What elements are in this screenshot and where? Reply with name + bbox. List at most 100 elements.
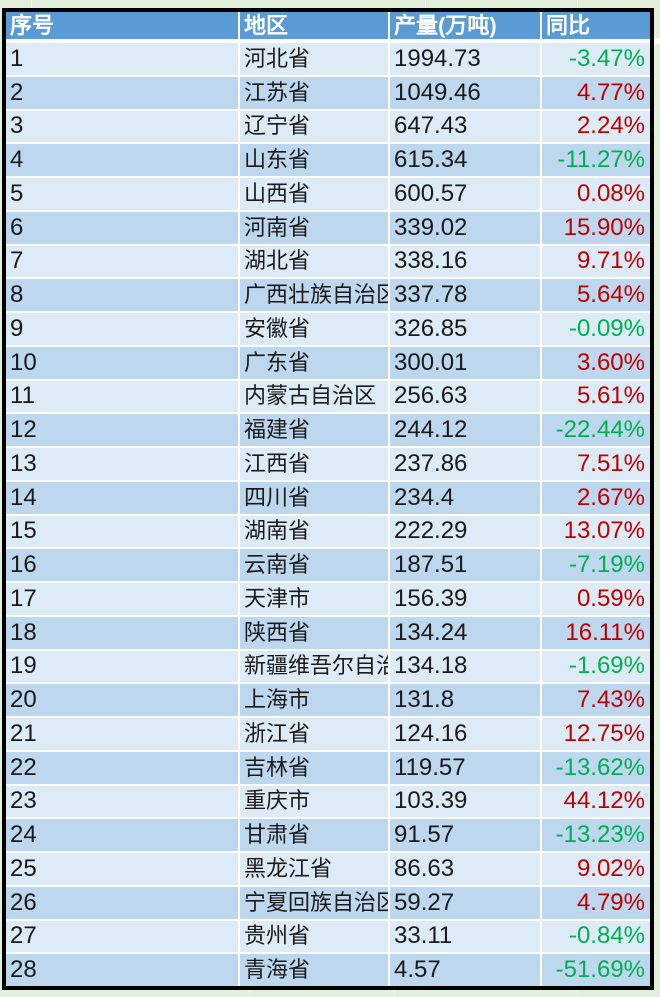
cell-production[interactable]: 86.63 (390, 853, 540, 885)
cell-production[interactable]: 326.85 (390, 313, 540, 345)
cell-region[interactable]: 天津市 (240, 583, 388, 615)
cell-region[interactable]: 黑龙江省 (240, 853, 388, 885)
cell-index[interactable]: 16 (6, 549, 238, 581)
cell-index[interactable]: 5 (6, 178, 238, 210)
cell-region[interactable]: 青海省 (240, 954, 388, 986)
cell-production[interactable]: 103.39 (390, 785, 540, 818)
header-cell-production[interactable]: 产量(万吨) (390, 12, 540, 39)
cell-yoy[interactable]: 0.59% (542, 583, 650, 615)
cell-production[interactable]: 647.43 (390, 110, 540, 143)
cell-yoy[interactable]: -0.84% (542, 920, 650, 953)
cell-index[interactable]: 26 (6, 886, 238, 919)
cell-yoy[interactable]: 4.77% (542, 76, 650, 109)
cell-index[interactable]: 17 (6, 583, 238, 615)
cell-index[interactable]: 14 (6, 481, 238, 514)
cell-region[interactable]: 内蒙古自治区 (240, 380, 388, 413)
cell-region[interactable]: 河北省 (240, 43, 388, 75)
cell-index[interactable]: 19 (6, 650, 238, 683)
cell-index[interactable]: 15 (6, 515, 238, 548)
cell-region[interactable]: 江苏省 (240, 76, 388, 109)
cell-index[interactable]: 7 (6, 245, 238, 278)
cell-yoy[interactable]: 44.12% (542, 785, 650, 818)
cell-production[interactable]: 91.57 (390, 819, 540, 851)
cell-production[interactable]: 156.39 (390, 583, 540, 615)
cell-yoy[interactable]: -0.09% (542, 313, 650, 345)
cell-yoy[interactable]: 7.51% (542, 448, 650, 480)
cell-region[interactable]: 新疆维吾尔自治区 (240, 650, 388, 683)
cell-production[interactable]: 33.11 (390, 920, 540, 953)
cell-yoy[interactable]: -22.44% (542, 414, 650, 446)
cell-production[interactable]: 59.27 (390, 886, 540, 919)
cell-index[interactable]: 20 (6, 684, 238, 716)
cell-index[interactable]: 25 (6, 853, 238, 885)
cell-production[interactable]: 244.12 (390, 414, 540, 446)
cell-yoy[interactable]: 12.75% (542, 718, 650, 750)
cell-index[interactable]: 28 (6, 954, 238, 986)
cell-yoy[interactable]: 9.71% (542, 245, 650, 278)
cell-yoy[interactable]: 3.60% (542, 346, 650, 379)
cell-region[interactable]: 河南省 (240, 211, 388, 244)
cell-production[interactable]: 339.02 (390, 211, 540, 244)
header-cell-region[interactable]: 地区 (240, 12, 388, 39)
cell-yoy[interactable]: 0.08% (542, 178, 650, 210)
cell-production[interactable]: 234.4 (390, 481, 540, 514)
cell-index[interactable]: 22 (6, 751, 238, 784)
cell-index[interactable]: 2 (6, 76, 238, 109)
cell-index[interactable]: 4 (6, 144, 238, 176)
cell-region[interactable]: 江西省 (240, 448, 388, 480)
cell-production[interactable]: 300.01 (390, 346, 540, 379)
cell-index[interactable]: 3 (6, 110, 238, 143)
cell-index[interactable]: 23 (6, 785, 238, 818)
cell-index[interactable]: 11 (6, 380, 238, 413)
cell-region[interactable]: 安徽省 (240, 313, 388, 345)
cell-yoy[interactable]: 4.79% (542, 886, 650, 919)
cell-region[interactable]: 吉林省 (240, 751, 388, 784)
cell-region[interactable]: 福建省 (240, 414, 388, 446)
cell-yoy[interactable]: 2.24% (542, 110, 650, 143)
cell-production[interactable]: 615.34 (390, 144, 540, 176)
cell-production[interactable]: 600.57 (390, 178, 540, 210)
cell-yoy[interactable]: 7.43% (542, 684, 650, 716)
cell-yoy[interactable]: 13.07% (542, 515, 650, 548)
cell-production[interactable]: 134.18 (390, 650, 540, 683)
cell-production[interactable]: 1049.46 (390, 76, 540, 109)
cell-region[interactable]: 辽宁省 (240, 110, 388, 143)
cell-yoy[interactable]: -13.23% (542, 819, 650, 851)
cell-production[interactable]: 131.8 (390, 684, 540, 716)
cell-production[interactable]: 119.57 (390, 751, 540, 784)
cell-index[interactable]: 6 (6, 211, 238, 244)
cell-yoy[interactable]: -1.69% (542, 650, 650, 683)
cell-production[interactable]: 187.51 (390, 549, 540, 581)
cell-production[interactable]: 1994.73 (390, 43, 540, 75)
cell-index[interactable]: 9 (6, 313, 238, 345)
cell-yoy[interactable]: 9.02% (542, 853, 650, 885)
cell-production[interactable]: 338.16 (390, 245, 540, 278)
cell-region[interactable]: 四川省 (240, 481, 388, 514)
header-cell-yoy[interactable]: 同比 (542, 12, 650, 39)
cell-region[interactable]: 上海市 (240, 684, 388, 716)
cell-index[interactable]: 8 (6, 279, 238, 311)
cell-production[interactable]: 256.63 (390, 380, 540, 413)
cell-region[interactable]: 广西壮族自治区 (240, 279, 388, 311)
cell-index[interactable]: 18 (6, 616, 238, 649)
cell-production[interactable]: 337.78 (390, 279, 540, 311)
cell-region[interactable]: 重庆市 (240, 785, 388, 818)
cell-index[interactable]: 24 (6, 819, 238, 851)
cell-production[interactable]: 4.57 (390, 954, 540, 986)
cell-production[interactable]: 222.29 (390, 515, 540, 548)
cell-yoy[interactable]: 16.11% (542, 616, 650, 649)
cell-region[interactable]: 贵州省 (240, 920, 388, 953)
cell-index[interactable]: 1 (6, 43, 238, 75)
cell-yoy[interactable]: 5.61% (542, 380, 650, 413)
cell-index[interactable]: 21 (6, 718, 238, 750)
cell-region[interactable]: 山东省 (240, 144, 388, 176)
cell-index[interactable]: 10 (6, 346, 238, 379)
cell-yoy[interactable]: -13.62% (542, 751, 650, 784)
cell-index[interactable]: 27 (6, 920, 238, 953)
cell-region[interactable]: 云南省 (240, 549, 388, 581)
cell-yoy[interactable]: -11.27% (542, 144, 650, 176)
cell-yoy[interactable]: 2.67% (542, 481, 650, 514)
header-cell-index[interactable]: 序号 (6, 12, 238, 39)
cell-production[interactable]: 124.16 (390, 718, 540, 750)
cell-index[interactable]: 12 (6, 414, 238, 446)
